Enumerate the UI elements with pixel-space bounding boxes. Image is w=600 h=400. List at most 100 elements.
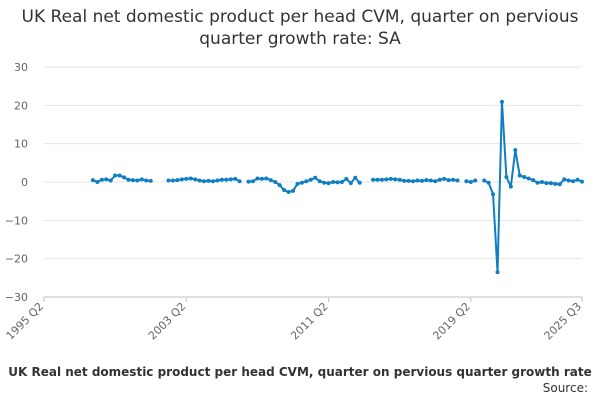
data-point[interactable]	[259, 176, 264, 181]
data-point[interactable]	[508, 184, 513, 189]
data-point[interactable]	[206, 178, 211, 183]
data-point[interactable]	[553, 181, 558, 186]
data-point[interactable]	[428, 178, 433, 183]
data-point[interactable]	[535, 180, 540, 185]
data-point[interactable]	[273, 180, 278, 184]
data-point[interactable]	[224, 177, 229, 182]
data-point[interactable]	[491, 192, 496, 197]
data-point[interactable]	[282, 188, 287, 193]
data-point[interactable]	[326, 181, 331, 186]
data-point[interactable]	[135, 178, 140, 183]
data-point[interactable]	[402, 178, 407, 183]
data-point[interactable]	[371, 177, 376, 182]
data-point[interactable]	[375, 177, 380, 182]
data-point[interactable]	[237, 179, 242, 184]
data-point[interactable]	[304, 179, 309, 184]
data-point[interactable]	[90, 178, 95, 183]
data-point[interactable]	[299, 180, 304, 185]
data-point[interactable]	[353, 175, 358, 180]
data-point[interactable]	[344, 176, 349, 181]
data-point[interactable]	[548, 181, 553, 186]
data-point[interactable]	[317, 179, 322, 184]
data-point[interactable]	[170, 178, 175, 183]
data-point[interactable]	[446, 178, 451, 183]
data-point[interactable]	[517, 173, 522, 178]
data-point[interactable]	[197, 178, 202, 183]
data-point[interactable]	[580, 179, 584, 184]
data-point[interactable]	[104, 177, 109, 182]
data-point[interactable]	[482, 178, 487, 183]
data-point[interactable]	[499, 99, 504, 104]
data-point[interactable]	[193, 177, 198, 182]
data-point[interactable]	[393, 177, 398, 182]
data-point[interactable]	[179, 177, 184, 182]
data-point[interactable]	[108, 178, 113, 183]
data-point[interactable]	[473, 178, 478, 183]
data-point[interactable]	[313, 175, 318, 180]
data-point[interactable]	[557, 182, 562, 187]
data-point[interactable]	[348, 181, 353, 186]
data-point[interactable]	[526, 176, 531, 181]
data-point[interactable]	[384, 177, 389, 182]
data-point[interactable]	[566, 178, 571, 183]
data-point[interactable]	[504, 175, 509, 180]
data-point[interactable]	[424, 178, 429, 183]
data-point[interactable]	[437, 177, 442, 182]
data-point[interactable]	[486, 180, 491, 185]
data-point[interactable]	[295, 181, 300, 186]
data-point[interactable]	[219, 177, 224, 182]
data-point[interactable]	[126, 177, 131, 182]
data-point[interactable]	[464, 179, 469, 184]
data-point[interactable]	[117, 173, 122, 178]
data-point[interactable]	[228, 177, 233, 182]
data-point[interactable]	[308, 177, 313, 182]
data-point[interactable]	[188, 176, 193, 181]
data-point[interactable]	[451, 177, 456, 182]
data-point[interactable]	[531, 178, 536, 183]
data-point[interactable]	[562, 177, 567, 182]
data-point[interactable]	[455, 178, 460, 183]
data-point[interactable]	[522, 175, 527, 180]
data-point[interactable]	[339, 180, 344, 184]
data-point[interactable]	[286, 189, 291, 194]
data-point[interactable]	[513, 148, 518, 153]
data-point[interactable]	[388, 176, 393, 181]
data-point[interactable]	[255, 176, 260, 181]
data-point[interactable]	[406, 178, 411, 183]
data-point[interactable]	[166, 178, 171, 183]
data-point[interactable]	[130, 178, 135, 183]
data-point[interactable]	[397, 177, 402, 182]
data-point[interactable]	[99, 177, 104, 182]
data-point[interactable]	[411, 179, 416, 184]
data-point[interactable]	[575, 177, 580, 182]
data-point[interactable]	[113, 173, 118, 178]
data-point[interactable]	[148, 178, 153, 183]
data-point[interactable]	[268, 178, 273, 183]
data-point[interactable]	[202, 179, 207, 184]
data-point[interactable]	[175, 178, 180, 183]
data-point[interactable]	[139, 177, 144, 182]
data-point[interactable]	[357, 180, 362, 185]
data-point[interactable]	[322, 180, 327, 185]
data-point[interactable]	[495, 270, 500, 275]
data-point[interactable]	[144, 178, 149, 183]
data-point[interactable]	[210, 179, 215, 184]
data-point[interactable]	[419, 178, 424, 183]
data-point[interactable]	[379, 177, 384, 182]
data-point[interactable]	[544, 181, 549, 186]
data-point[interactable]	[95, 180, 100, 184]
data-point[interactable]	[277, 183, 282, 188]
data-point[interactable]	[571, 179, 576, 184]
data-point[interactable]	[290, 188, 295, 193]
data-point[interactable]	[415, 178, 420, 183]
data-point[interactable]	[250, 179, 255, 184]
data-point[interactable]	[468, 180, 473, 184]
data-point[interactable]	[264, 176, 269, 181]
data-point[interactable]	[433, 179, 438, 184]
data-point[interactable]	[442, 176, 447, 181]
data-point[interactable]	[335, 180, 340, 185]
data-point[interactable]	[122, 175, 127, 180]
data-point[interactable]	[215, 178, 220, 183]
data-point[interactable]	[233, 176, 238, 181]
data-point[interactable]	[539, 180, 544, 184]
